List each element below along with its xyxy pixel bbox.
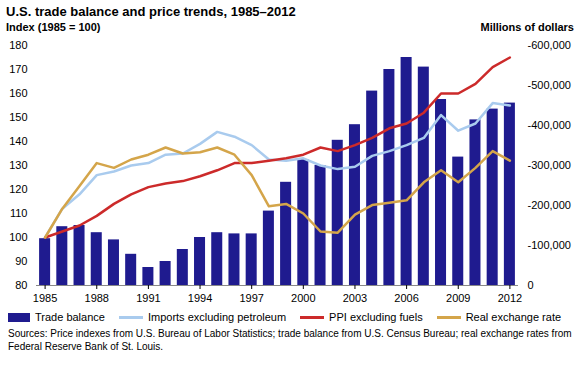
svg-text:90: 90 bbox=[15, 255, 27, 267]
svg-text:2006: 2006 bbox=[394, 292, 418, 304]
svg-text:-500,000: -500,000 bbox=[528, 79, 571, 91]
html-text:Millions of dollars: Millions of dollars bbox=[480, 21, 574, 33]
html-text:Imports excluding petroleum: Imports excluding petroleum bbox=[147, 311, 287, 323]
svg-text:1994: 1994 bbox=[188, 292, 212, 304]
svg-text:170: 170 bbox=[9, 63, 27, 75]
svg-text:1997: 1997 bbox=[239, 292, 263, 304]
html-text:Sources: Price indexes from U.: Sources: Price indexes from U.S. Bureau … bbox=[8, 328, 572, 352]
svg-text:-200,000: -200,000 bbox=[528, 199, 571, 211]
svg-text:1991: 1991 bbox=[136, 292, 160, 304]
svg-text:150: 150 bbox=[9, 111, 27, 123]
svg-text:2000: 2000 bbox=[291, 292, 315, 304]
svg-text:-400,000: -400,000 bbox=[528, 119, 571, 131]
svg-text:120: 120 bbox=[9, 183, 27, 195]
svg-text:130: 130 bbox=[9, 159, 27, 171]
svg-text:1985: 1985 bbox=[33, 292, 57, 304]
svg-text:2012: 2012 bbox=[498, 292, 522, 304]
svg-text:1988: 1988 bbox=[85, 292, 109, 304]
svg-text:80: 80 bbox=[15, 279, 27, 291]
svg-text:-100,000: -100,000 bbox=[528, 239, 571, 251]
html-text:Real exchange rate: Real exchange rate bbox=[465, 311, 562, 323]
html-text:U.S. trade balance and price t: U.S. trade balance and price trends, 198… bbox=[6, 4, 296, 19]
html-text:PPI excluding fuels: PPI excluding fuels bbox=[329, 311, 423, 323]
svg-text:2003: 2003 bbox=[343, 292, 367, 304]
svg-text:0: 0 bbox=[528, 279, 534, 291]
html-text:Trade balance: Trade balance bbox=[35, 311, 105, 323]
svg-text:100: 100 bbox=[9, 231, 27, 243]
svg-text:-300,000: -300,000 bbox=[528, 159, 571, 171]
svg-text:160: 160 bbox=[9, 87, 27, 99]
svg-text:140: 140 bbox=[9, 135, 27, 147]
svg-text:110: 110 bbox=[10, 207, 28, 219]
svg-text:2009: 2009 bbox=[446, 292, 470, 304]
svg-text:180: 180 bbox=[9, 39, 27, 51]
html-text:Index (1985 = 100): Index (1985 = 100) bbox=[6, 21, 101, 33]
svg-text:-600,000: -600,000 bbox=[528, 39, 571, 51]
